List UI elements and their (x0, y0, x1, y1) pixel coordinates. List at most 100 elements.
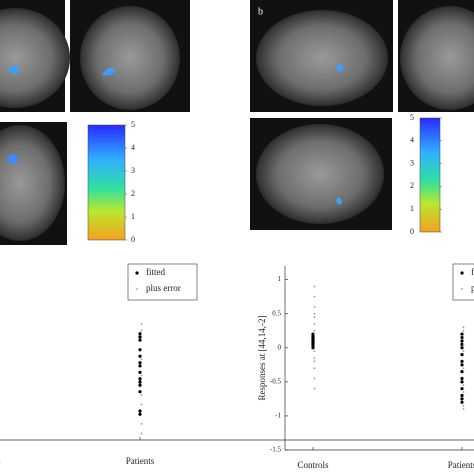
data-point (313, 333, 316, 336)
data-point (138, 338, 142, 342)
data-point (460, 370, 464, 374)
data-point (138, 383, 142, 387)
data-point (138, 361, 142, 365)
data-point (138, 409, 142, 413)
y-tick-label: -1 (275, 412, 281, 420)
colorbar-tick-label: 5 (410, 113, 414, 122)
data-point (140, 323, 143, 325)
x-tick-label: Patients (126, 456, 155, 466)
data-point (138, 377, 142, 381)
data-point (313, 285, 316, 288)
legend-marker (135, 271, 139, 275)
x-tick-label: Patients (448, 460, 474, 470)
legend-label: plus error (146, 283, 181, 293)
y-tick-label: -0.5 (270, 377, 282, 385)
data-point (140, 422, 143, 425)
data-point (460, 393, 464, 398)
legend-label: plus error (471, 283, 474, 293)
data-point (460, 397, 464, 401)
data-point (462, 326, 465, 329)
data-point (460, 346, 464, 350)
data-point (313, 350, 316, 353)
y-axis-label: Responses at [44,14,-2] (257, 316, 267, 401)
data-point (460, 387, 464, 391)
brain-images-a (0, 0, 190, 245)
data-point (140, 393, 143, 396)
legend-marker (461, 288, 463, 290)
y-tick-label: 0 (278, 343, 282, 351)
data-point (138, 332, 142, 336)
colorbar-tick-label: 1 (131, 212, 135, 221)
data-point (138, 335, 142, 339)
data-point (138, 370, 142, 374)
data-point (460, 376, 464, 381)
legend-label: fitted (146, 267, 165, 277)
data-point (460, 352, 464, 357)
data-point (138, 364, 142, 368)
colorbar-tick-label: 4 (131, 143, 135, 152)
data-point (138, 348, 142, 352)
data-point (140, 403, 143, 406)
x-tick-label: Controls (0, 456, 1, 466)
colorbar-tick-label: 0 (410, 227, 414, 236)
data-point (140, 329, 143, 332)
data-point (462, 404, 465, 407)
data-point (460, 342, 464, 346)
data-point (313, 360, 316, 363)
data-point (313, 387, 316, 390)
data-point (313, 323, 316, 325)
data-point (138, 412, 142, 416)
panel-label: b (258, 6, 263, 17)
y-tick-label: 0.5 (272, 309, 281, 317)
legend-marker (136, 288, 138, 290)
data-point (138, 354, 142, 358)
y-tick-label: 1 (278, 275, 282, 283)
data-point (313, 312, 316, 315)
data-point (311, 337, 315, 341)
data-point (138, 380, 142, 384)
data-point (462, 343, 465, 346)
data-point (460, 332, 464, 336)
colorbar-tick-label: 4 (410, 136, 414, 145)
data-point (460, 335, 464, 340)
data-point (460, 400, 464, 404)
data-point (140, 358, 143, 361)
data-point (140, 374, 143, 377)
data-point (462, 384, 465, 387)
data-point (313, 295, 316, 298)
data-point (462, 329, 465, 332)
data-point (313, 367, 316, 370)
data-point (313, 357, 316, 359)
data-point (462, 367, 465, 370)
data-point (313, 377, 316, 380)
legend-box (127, 263, 198, 301)
colorbar-tick-label: 3 (410, 158, 414, 167)
legend-box (452, 263, 474, 301)
data-point (462, 408, 465, 411)
data-point (462, 350, 465, 353)
data-point (138, 390, 142, 394)
data-point (313, 329, 316, 332)
colorbar-tick-label: 0 (131, 235, 135, 244)
data-point (460, 339, 464, 343)
legend-marker (460, 271, 464, 275)
y-tick-label: -1.5 (270, 446, 282, 454)
data-point (313, 305, 316, 308)
brain-images-b: b (250, 0, 474, 233)
data-point (462, 391, 465, 393)
colorbar-tick-label: 1 (410, 204, 414, 213)
colorbar-tick-label: 5 (131, 120, 135, 129)
data-point (140, 432, 143, 435)
colorbar-tick-label: 3 (131, 166, 135, 175)
data-point (313, 316, 316, 319)
data-point (460, 380, 464, 384)
data-point (460, 363, 464, 367)
colorbar-tick-label: 2 (131, 189, 135, 198)
colorbar-tick-label: 2 (410, 181, 414, 190)
legend-label: fitted (471, 267, 474, 277)
x-tick-label: Controls (297, 460, 329, 470)
data-point (460, 359, 464, 364)
data-point (311, 346, 315, 350)
